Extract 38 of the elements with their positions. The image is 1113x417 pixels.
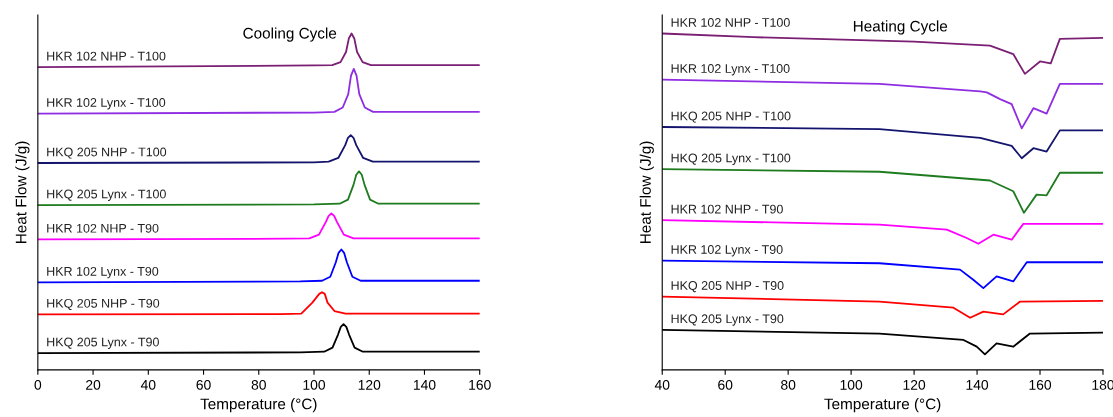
x-tick-label: 120 [358,379,381,390]
series-label: HKQ 205 Lynx - T100 [47,189,166,201]
series-label: HKQ 205 NHP - T100 [671,111,791,123]
series-label: HKR 102 NHP - T90 [47,223,159,233]
x-tick-label: 100 [303,379,326,390]
x-axis-title: Temperature (°C) [200,398,317,413]
series-label: HKR 102 NHP - T100 [47,51,166,61]
series-label: HKQ 205 Lynx - T100 [671,153,791,165]
x-tick-label: 0 [34,379,42,390]
series-label: HKQ 205 NHP - T90 [671,281,784,293]
x-axis-title: Temperature (°C) [824,398,941,413]
series-label: HKR 102 NHP - T90 [671,204,783,214]
series-label: HKR 102 Lynx - T100 [47,98,166,110]
series-label: HKQ 205 Lynx - T90 [671,314,784,326]
x-tick-label: 140 [413,379,436,390]
series-label: HKQ 205 NHP - T90 [47,298,160,310]
x-tick-label: 60 [718,379,733,390]
y-axis-title: Heat Flow (J/g) [15,141,30,243]
x-tick-label: 80 [251,379,266,390]
x-tick-label: 140 [966,379,989,390]
series-label: HKQ 205 Lynx - T90 [47,337,159,349]
x-tick-label: 160 [1029,379,1052,390]
y-axis-title: Heat Flow (J/g) [639,141,654,243]
x-tick-label: 80 [781,379,796,390]
x-tick-label: 160 [469,379,491,390]
series-label: HKR 102 Lynx - T100 [671,64,790,76]
chart-title: Heating Cycle [853,20,948,35]
series-label: HKR 102 Lynx - T90 [671,245,783,257]
chart-title: Cooling Cycle [243,27,337,42]
x-tick-label: 40 [654,379,670,390]
x-tick-label: 120 [903,379,926,390]
x-tick-label: 40 [140,379,156,390]
x-tick-label: 100 [840,379,863,390]
series-label: HKQ 205 NHP - T100 [47,147,167,159]
series-label: HKR 102 NHP - T100 [671,18,790,27]
x-tick-label: 60 [196,379,211,390]
series-label: HKR 102 Lynx - T90 [47,266,159,279]
x-tick-label: 20 [86,379,101,390]
